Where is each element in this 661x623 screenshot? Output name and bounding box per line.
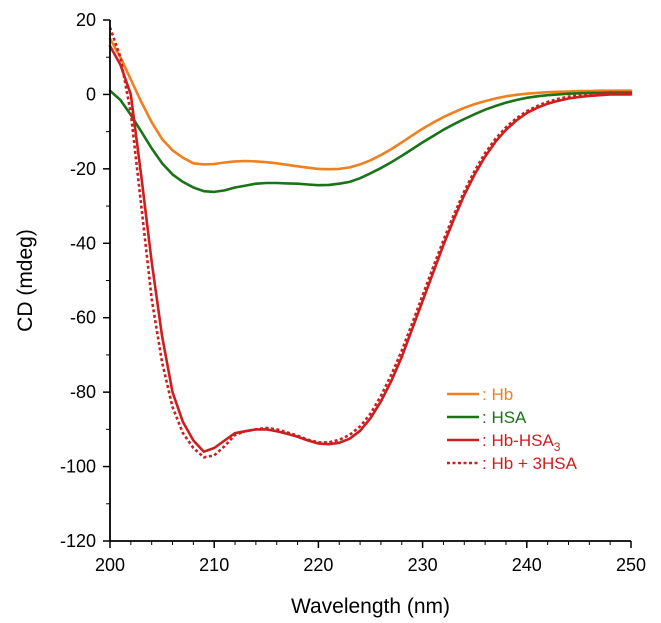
x-tick-label: 240 bbox=[512, 555, 542, 575]
plot-lines bbox=[108, 26, 633, 459]
x-tick-label: 200 bbox=[95, 555, 125, 575]
y-tick-label: 20 bbox=[76, 10, 96, 30]
series-line-4 bbox=[108, 26, 631, 459]
y-tick-label: -20 bbox=[70, 159, 96, 179]
x-ticks: 200 210 220 230 240 250 bbox=[95, 541, 646, 575]
legend-label: : Hb + 3HSA bbox=[482, 454, 578, 473]
x-tick-label: 210 bbox=[199, 555, 229, 575]
legend-label: : Hb-HSA3 bbox=[482, 431, 561, 454]
y-tick-label: -60 bbox=[70, 308, 96, 328]
y-tick-label: -80 bbox=[70, 382, 96, 402]
series-line-3 bbox=[108, 44, 633, 454]
x-axis-title: Wavelength (nm) bbox=[291, 595, 450, 618]
y-axis-title: CD (mdeg) bbox=[14, 229, 37, 332]
series-line-2 bbox=[108, 89, 633, 194]
legend: : Hb : HSA : Hb-HSA3: Hb + 3HSA bbox=[447, 385, 578, 473]
y-tick-label: -100 bbox=[60, 457, 96, 477]
series-line-1 bbox=[108, 37, 633, 171]
x-tick-label: 230 bbox=[408, 555, 438, 575]
legend-subscript: 3 bbox=[554, 440, 561, 454]
y-tick-label: 0 bbox=[86, 84, 96, 104]
legend-label: : HSA bbox=[482, 408, 527, 427]
y-tick-label: -120 bbox=[60, 531, 96, 551]
y-ticks: 20 0 -20 -40 -60 -80 -100 -120 bbox=[60, 10, 110, 551]
x-tick-label: 220 bbox=[303, 555, 333, 575]
legend-label: : Hb bbox=[482, 385, 513, 404]
y-tick-label: -40 bbox=[70, 233, 96, 253]
x-tick-label: 250 bbox=[616, 555, 646, 575]
